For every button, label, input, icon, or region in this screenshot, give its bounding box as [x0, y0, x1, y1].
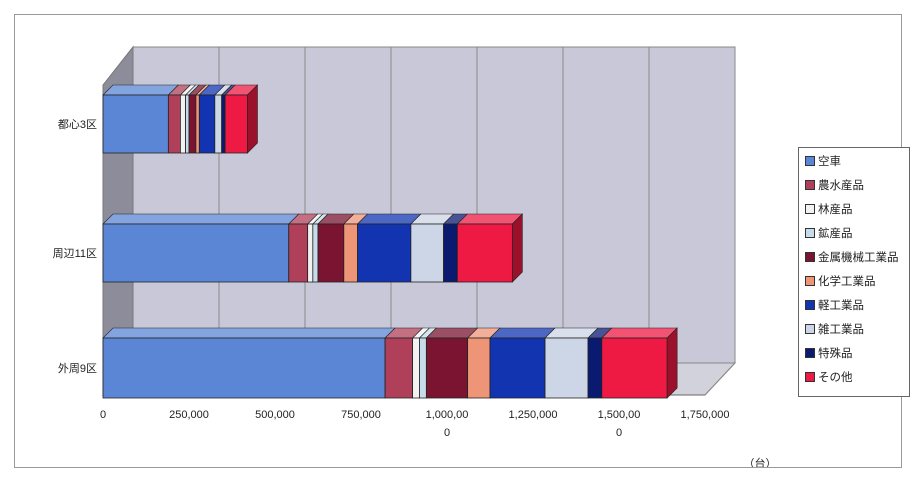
bar-segment — [214, 94, 223, 154]
legend-swatch — [805, 324, 815, 334]
legend-swatch — [805, 180, 815, 190]
bar-segment — [410, 223, 444, 283]
bar-segment — [102, 223, 290, 283]
bar-segment — [343, 223, 358, 283]
bar-segment-top — [102, 327, 396, 339]
bar-segment — [412, 337, 420, 399]
legend-label: その他 — [818, 372, 853, 384]
legend: 空車農水産品林産品鉱産品金属機械工業品 化学工業品軽工業品雑工業品特殊品その他 — [798, 147, 910, 397]
legend-swatch — [805, 300, 815, 310]
bar-segment — [544, 337, 589, 399]
bar-segment — [419, 337, 427, 399]
bar-segment — [489, 337, 546, 399]
bar-segment — [102, 94, 169, 154]
legend-item: 農水産品 — [805, 177, 864, 193]
legend-label: 軽工業品 — [818, 300, 864, 312]
x-axis-unit: （台） — [744, 456, 777, 467]
bar-segment-top — [489, 327, 556, 339]
legend-item: 軽工業品 — [805, 297, 864, 313]
legend-item: 鉱産品 — [805, 225, 853, 241]
legend-label: 化学工業品 — [818, 276, 876, 288]
bar-segment-top — [456, 213, 524, 225]
x-tick-label: 250,000 — [169, 409, 209, 421]
bar-group — [102, 84, 259, 154]
legend-label: 金属機械工業品 — [818, 252, 899, 264]
legend-swatch — [805, 252, 815, 262]
bar-segment — [224, 94, 248, 154]
bar-segment — [467, 337, 491, 399]
bar-segment-top — [102, 213, 300, 225]
legend-swatch — [805, 372, 815, 382]
bar-segment-top — [601, 327, 678, 339]
x-tick-label: 1,000,00 0 — [426, 409, 469, 439]
bar-segment — [384, 337, 413, 399]
legend-swatch — [805, 228, 815, 238]
bar-segment — [307, 223, 314, 283]
chart-frame: 都心3区周辺11区外周9区 0 250,000 500,000 750,000 1,000… — [14, 14, 910, 468]
legend-swatch — [805, 276, 815, 286]
legend-label: 農水産品 — [818, 180, 864, 192]
bar-segment — [195, 94, 200, 154]
bar-segment — [185, 94, 190, 154]
legend-label: 雑工業品 — [818, 324, 864, 336]
legend-swatch — [805, 204, 815, 214]
bar-segment — [221, 94, 226, 154]
x-tick-label: 1,500,00 0 — [598, 409, 641, 439]
bar-segment — [425, 337, 469, 399]
legend-item: 雑工業品 — [805, 321, 864, 337]
bar-segment — [312, 223, 319, 283]
bar-segment — [188, 94, 197, 154]
legend-label: 鉱産品 — [818, 228, 853, 240]
x-tick-label: 1,750,000 — [681, 409, 730, 421]
bar-group — [102, 327, 678, 399]
bar-segment — [357, 223, 412, 283]
bar-segment — [167, 94, 181, 154]
legend-label: 空車 — [818, 156, 841, 168]
bar-segment — [288, 223, 309, 283]
legend-label: 特殊品 — [818, 348, 853, 360]
category-label: 周辺11区 — [53, 247, 97, 260]
legend-swatch — [805, 156, 815, 166]
x-tick-label: 500,000 — [255, 409, 295, 421]
bar-end-face — [512, 213, 523, 283]
x-tick-label: 1,250,000 — [509, 409, 558, 421]
legend-swatch — [805, 348, 815, 358]
bar-segment — [587, 337, 603, 399]
category-label: 都心3区 — [58, 118, 97, 131]
bar-segment-top — [102, 84, 180, 96]
legend-item: 空車 — [805, 153, 841, 169]
legend-item: 化学工業品 — [805, 273, 876, 289]
bar-end-face — [247, 84, 258, 154]
legend-item: 林産品 — [805, 201, 853, 217]
x-tick-label: 750,000 — [341, 409, 381, 421]
floor-gridline — [704, 362, 736, 396]
bar-segment — [198, 94, 216, 154]
bar-end-face — [666, 327, 678, 399]
bar-group — [102, 213, 524, 283]
bar-segment — [443, 223, 458, 283]
bar-segment — [456, 223, 513, 283]
bar-segment — [601, 337, 668, 399]
bar-segment — [179, 94, 186, 154]
x-tick-label: 0 — [100, 409, 106, 421]
bar-segment — [317, 223, 345, 283]
category-label: 外周9区 — [58, 362, 97, 375]
bar-segment — [102, 337, 386, 399]
bar-segment-top — [356, 213, 422, 225]
legend-item: その他 — [805, 369, 853, 385]
legend-label: 林産品 — [818, 204, 853, 216]
legend-item: 特殊品 — [805, 345, 853, 361]
legend-item: 金属機械工業品 — [805, 249, 899, 265]
